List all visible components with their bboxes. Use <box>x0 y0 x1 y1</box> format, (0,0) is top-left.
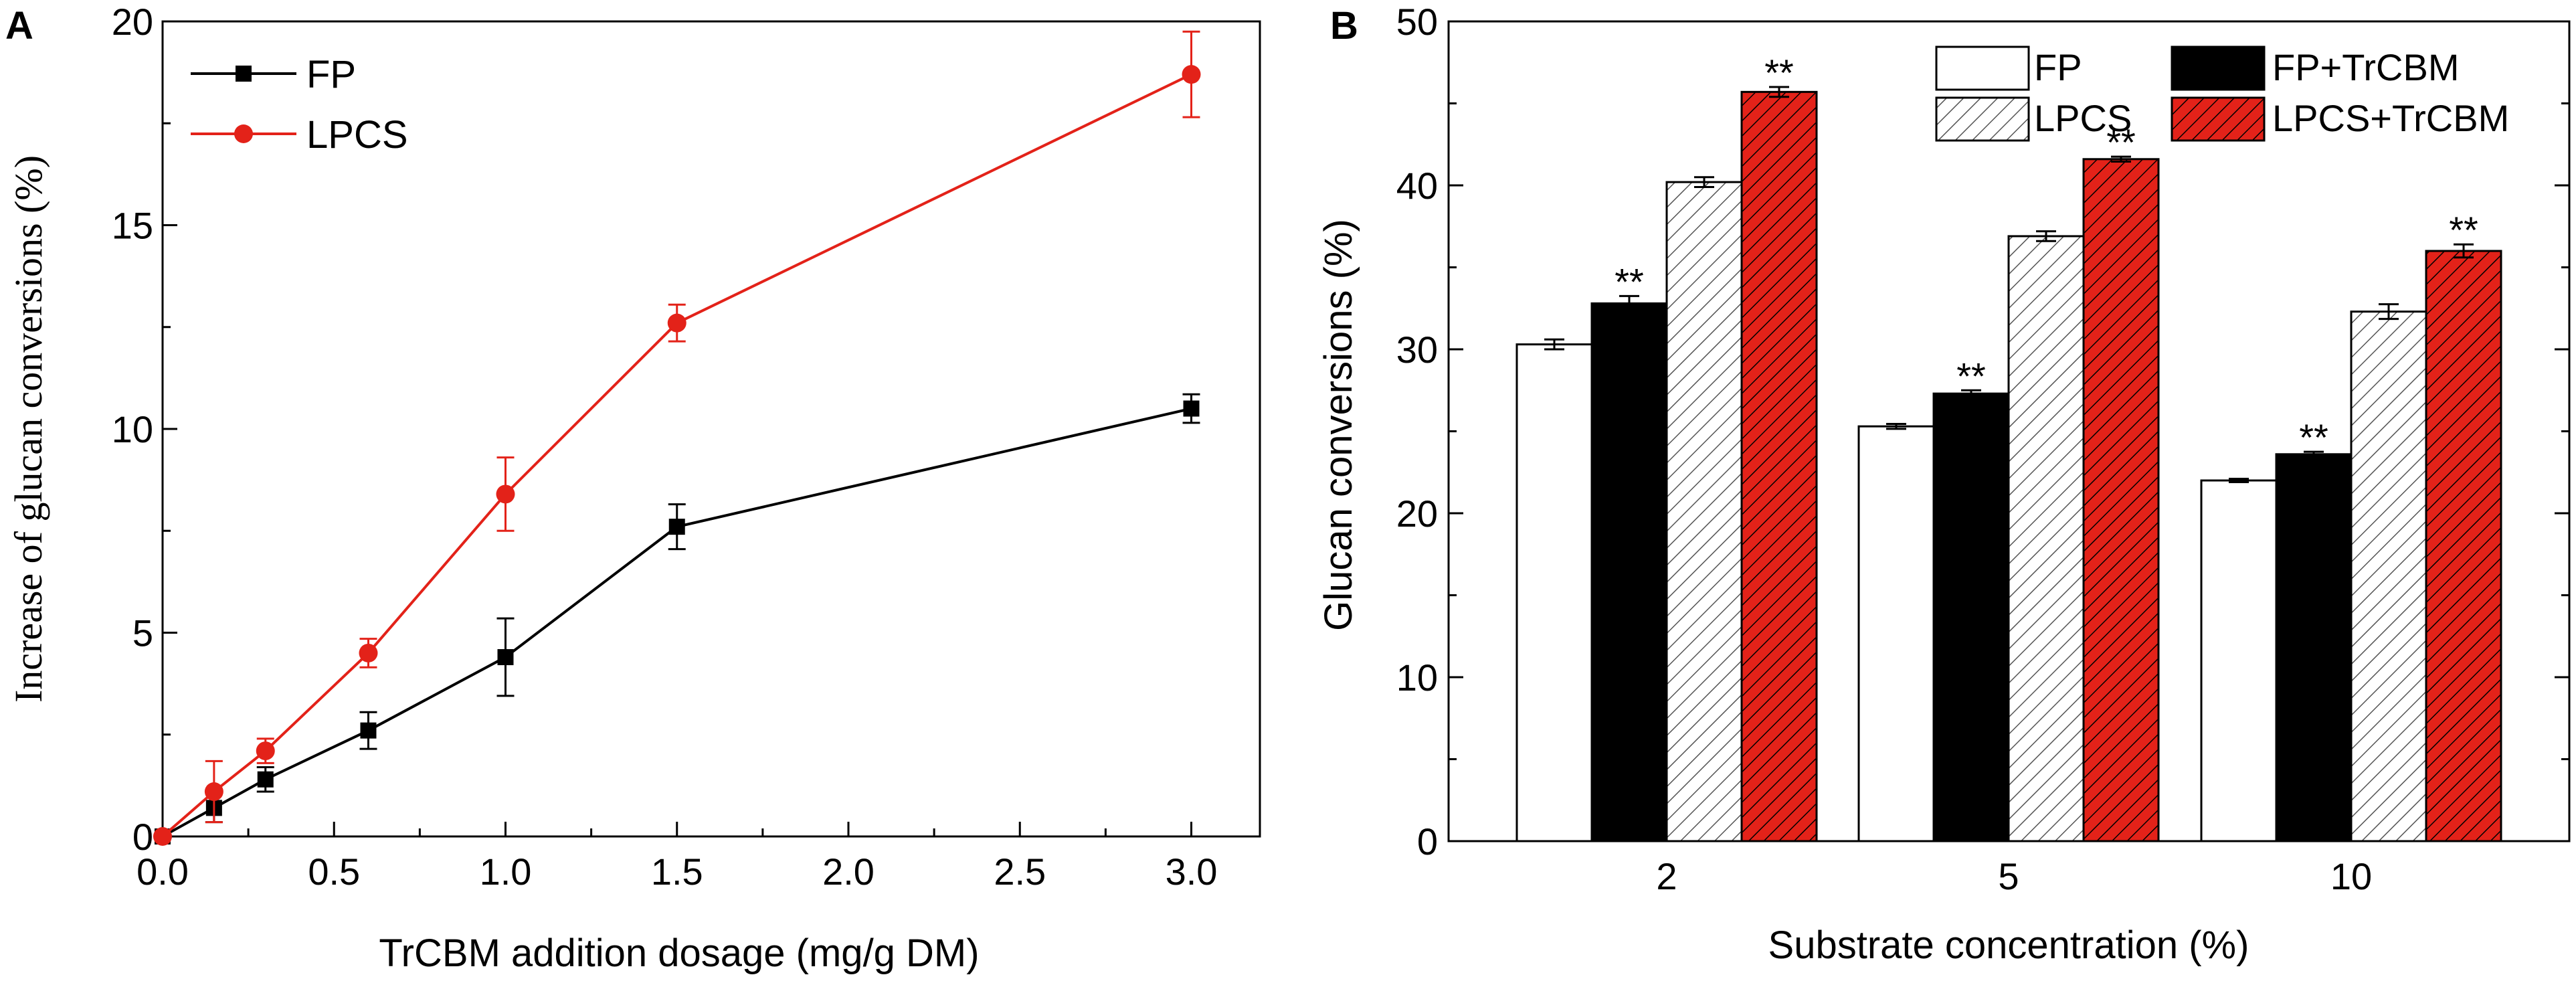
lpcs-data-point <box>153 827 172 846</box>
x-tick-label: 5 <box>1998 855 2019 897</box>
legend-fp-label: FP <box>306 53 356 96</box>
legend-lpcs-label: LPCS <box>2034 97 2132 139</box>
x-tick-label: 1.0 <box>480 851 532 893</box>
legend-fp-trcbm-swatch <box>2171 46 2266 91</box>
panel-a-x-axis-label: TrCBM addition dosage (mg/g DM) <box>379 931 979 975</box>
lpcs-trcbm-bar <box>2082 158 2160 842</box>
x-tick-label: 2.5 <box>994 851 1046 893</box>
significance-marker: ** <box>2449 209 2478 251</box>
x-tick-label: 2.0 <box>822 851 875 893</box>
fp-bar <box>1515 343 1593 842</box>
x-tick-label: 10 <box>2330 855 2372 897</box>
lpcs-data-point <box>496 484 515 504</box>
lpcs-series-line <box>161 73 1192 838</box>
x-tick-label: 0.0 <box>136 851 189 893</box>
y-tick-label: 5 <box>132 612 153 654</box>
legend-lpcs-trcbm-label: LPCS+TrCBM <box>2272 97 2509 139</box>
panel-a-chart: TrCBM addition dosage (mg/g DM) Increase… <box>7 1 1261 975</box>
y-tick-label: 40 <box>1396 165 1438 207</box>
x-tick-label: 1.5 <box>651 851 703 893</box>
panel-b-y-axis-label: Glucan conversions (%) <box>1317 219 1360 631</box>
fp-trcbm-bar <box>1590 302 1668 842</box>
fp-series-line <box>162 407 1192 838</box>
lpcs-bar <box>2350 310 2427 842</box>
y-tick-label: 0 <box>1417 820 1438 863</box>
fp-trcbm-bar <box>2275 453 2353 842</box>
significance-marker: ** <box>1956 355 1986 397</box>
y-tick-label: 20 <box>1396 493 1438 535</box>
y-tick-label: 10 <box>112 408 153 450</box>
panel-b-x-axis-label: Substrate concentration (%) <box>1768 923 2249 967</box>
lpcs-bar <box>1665 181 1743 842</box>
y-tick-label: 15 <box>112 205 153 247</box>
x-tick-label: 0.5 <box>308 851 360 893</box>
legend-fp-marker <box>236 66 252 82</box>
lpcs-data-point <box>1182 65 1201 84</box>
lpcs-trcbm-bar <box>2425 250 2502 842</box>
y-tick-label: 10 <box>1396 656 1438 699</box>
panel-a-y-axis-label: Increase of glucan conversions (%) <box>7 155 50 703</box>
lpcs-data-point <box>667 313 686 333</box>
lpcs-bar <box>2007 235 2085 842</box>
lpcs-trcbm-bar <box>1740 90 1818 842</box>
panel-b-chart: Substrate concentration (%) Glucan conve… <box>1317 1 2571 967</box>
legend-fp-label: FP <box>2034 46 2082 88</box>
fp-trcbm-bar <box>1932 392 2010 842</box>
x-tick-label: 3.0 <box>1166 851 1218 893</box>
fp-data-point <box>1183 400 1200 417</box>
y-tick-label: 0 <box>132 816 153 858</box>
x-tick-label: 2 <box>1656 855 1677 897</box>
fp-data-point <box>668 519 685 535</box>
y-tick-label: 50 <box>1396 1 1438 43</box>
lpcs-data-point <box>204 782 223 802</box>
lpcs-data-point <box>256 741 275 761</box>
y-tick-label: 20 <box>112 1 153 43</box>
fp-data-point <box>257 771 274 788</box>
panel-a-letter: A <box>5 4 33 48</box>
fp-data-point <box>497 649 514 666</box>
fp-bar <box>2200 479 2278 842</box>
legend-fp-trcbm-label: FP+TrCBM <box>2272 46 2459 88</box>
legend-lpcs-swatch <box>1935 96 2030 142</box>
fp-data-point <box>360 722 377 739</box>
significance-marker: ** <box>1615 260 1644 302</box>
y-tick-label: 30 <box>1396 329 1438 371</box>
significance-marker: ** <box>2106 121 2136 163</box>
significance-marker: ** <box>2299 416 2328 458</box>
legend-lpcs-trcbm-swatch <box>2171 96 2266 142</box>
panel-b-letter: B <box>1330 4 1358 48</box>
lpcs-data-point <box>359 643 378 662</box>
legend-fp-swatch <box>1935 46 2030 91</box>
legend-lpcs-label: LPCS <box>306 113 408 157</box>
significance-marker: ** <box>1764 52 1794 94</box>
fp-bar <box>1857 425 1935 842</box>
legend-lpcs-marker <box>234 124 253 143</box>
